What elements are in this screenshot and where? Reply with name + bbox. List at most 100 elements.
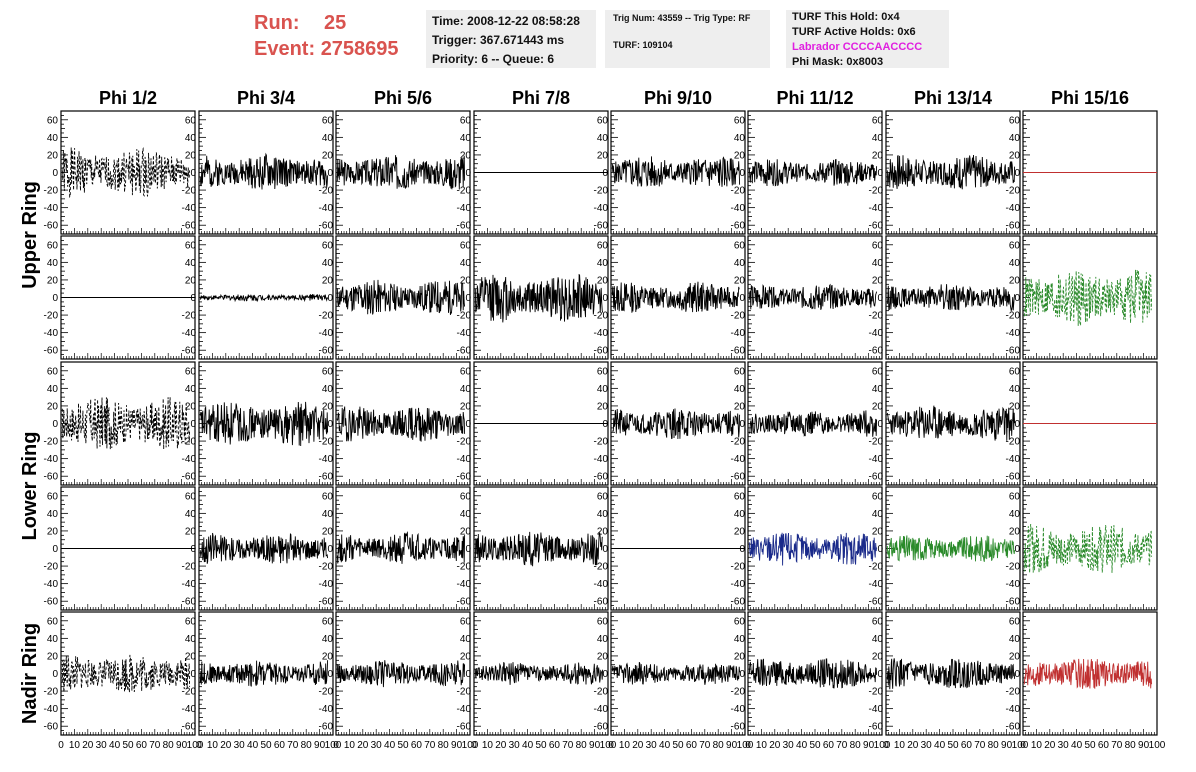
y-tick-label: 0 [739, 168, 745, 179]
x-tick-label: 90 [863, 740, 875, 751]
y-tick-label: 40 [872, 509, 884, 520]
y-tick-label: 40 [872, 258, 884, 269]
y-tick-label: -60 [457, 597, 472, 608]
y-tick-label: -40 [594, 454, 609, 465]
x-tick-label: 50 [535, 740, 547, 751]
x-tick-label: 90 [726, 740, 738, 751]
y-tick-label: 20 [47, 651, 59, 662]
waveform-trace [474, 273, 604, 323]
y-tick-label: 60 [734, 115, 746, 126]
x-tick-label: 20 [357, 740, 369, 751]
y-tick-label: -60 [319, 346, 334, 357]
y-tick-label: 0 [465, 544, 471, 555]
y-tick-label: 40 [47, 509, 59, 520]
y-tick-label: 20 [460, 401, 472, 412]
x-tick-label: 70 [424, 740, 436, 751]
y-tick-label: -20 [457, 311, 472, 322]
y-tick-label: 20 [460, 526, 472, 537]
y-tick-label: 20 [185, 275, 197, 286]
y-tick-label: 20 [597, 150, 609, 161]
y-tick-label: -20 [319, 186, 334, 197]
y-tick-label: 0 [190, 293, 196, 304]
waveform-trace [61, 146, 191, 198]
y-tick-label: 60 [322, 616, 334, 627]
y-tick-label: -40 [44, 454, 59, 465]
x-tick-label: 0 [333, 740, 339, 751]
y-tick-label: 20 [597, 526, 609, 537]
waveform-trace [1023, 523, 1153, 573]
x-tick-label: 50 [672, 740, 684, 751]
x-tick-label: 90 [176, 740, 188, 751]
y-tick-label: 40 [1009, 133, 1021, 144]
y-tick-label: 0 [1014, 669, 1020, 680]
y-tick-label: -60 [731, 346, 746, 357]
y-tick-label: 40 [872, 384, 884, 395]
y-tick-label: 40 [1009, 258, 1021, 269]
y-tick-label: 40 [322, 133, 334, 144]
x-tick-label: 50 [397, 740, 409, 751]
y-tick-label: -20 [44, 562, 59, 573]
y-tick-label: -20 [731, 437, 746, 448]
y-tick-label: -40 [319, 579, 334, 590]
y-tick-label: 40 [597, 634, 609, 645]
x-tick-label: 60 [411, 740, 423, 751]
x-tick-label: 50 [1084, 740, 1096, 751]
y-tick-label: 20 [47, 275, 59, 286]
y-tick-label: 60 [1009, 366, 1021, 377]
y-tick-label: 60 [322, 240, 334, 251]
y-tick-label: -60 [594, 597, 609, 608]
y-tick-label: 40 [597, 258, 609, 269]
y-tick-label: 40 [597, 384, 609, 395]
y-tick-label: -60 [1006, 597, 1021, 608]
y-tick-label: 0 [877, 669, 883, 680]
y-tick-label: 20 [47, 150, 59, 161]
x-tick-label: 100 [325, 740, 342, 751]
x-tick-label: 30 [783, 740, 795, 751]
x-tick-label: 50 [260, 740, 272, 751]
x-tick-label: 20 [769, 740, 781, 751]
x-tick-label: 100 [1149, 740, 1166, 751]
x-tick-label: 0 [883, 740, 889, 751]
x-tick-label: 60 [823, 740, 835, 751]
y-tick-label: -60 [869, 221, 884, 232]
y-tick-label: 20 [460, 275, 472, 286]
y-tick-label: 20 [872, 651, 884, 662]
y-tick-label: -20 [319, 437, 334, 448]
x-tick-label: 40 [247, 740, 259, 751]
y-tick-label: -20 [457, 687, 472, 698]
y-tick-label: 60 [47, 491, 59, 502]
waveform-trace [886, 535, 1016, 562]
y-tick-label: -40 [457, 328, 472, 339]
y-tick-label: -60 [44, 722, 59, 733]
y-tick-label: 60 [322, 366, 334, 377]
y-tick-label: 60 [460, 115, 472, 126]
y-tick-label: -40 [594, 579, 609, 590]
x-tick-label: 50 [122, 740, 134, 751]
waveform-trace [1023, 269, 1153, 328]
y-tick-label: -20 [319, 311, 334, 322]
y-tick-label: 40 [460, 634, 472, 645]
x-tick-label: 100 [737, 740, 754, 751]
y-tick-label: -40 [457, 704, 472, 715]
x-tick-label: 30 [96, 740, 108, 751]
y-tick-label: -40 [44, 203, 59, 214]
y-tick-label: -20 [182, 186, 197, 197]
y-tick-label: 40 [185, 634, 197, 645]
y-tick-label: 40 [47, 384, 59, 395]
x-tick-label: 100 [1012, 740, 1029, 751]
y-tick-label: 60 [734, 491, 746, 502]
y-tick-label: 0 [327, 544, 333, 555]
x-tick-label: 70 [836, 740, 848, 751]
y-tick-label: 60 [322, 491, 334, 502]
y-tick-label: -60 [182, 346, 197, 357]
x-tick-label: 80 [438, 740, 450, 751]
x-tick-label: 30 [234, 740, 246, 751]
y-tick-label: 60 [1009, 616, 1021, 627]
y-tick-label: 40 [47, 258, 59, 269]
y-tick-label: 40 [460, 384, 472, 395]
y-tick-label: -20 [594, 437, 609, 448]
x-tick-label: 90 [589, 740, 601, 751]
y-tick-label: 60 [597, 491, 609, 502]
x-tick-label: 40 [934, 740, 946, 751]
x-tick-label: 70 [699, 740, 711, 751]
